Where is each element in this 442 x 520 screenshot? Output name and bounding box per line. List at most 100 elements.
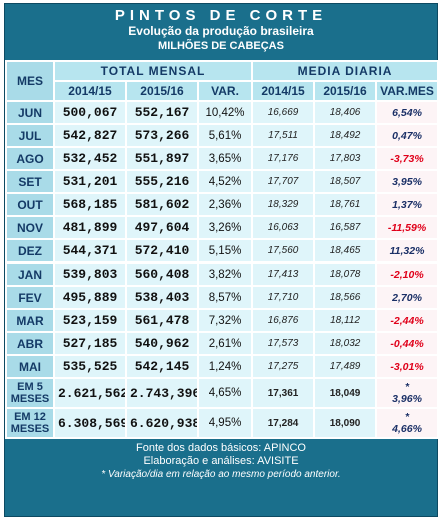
column-header: 2014/15	[251, 80, 316, 102]
daily-average: 18,566	[313, 285, 378, 310]
daily-variation-value: 3,96%	[392, 392, 422, 405]
summary-row: EM 12 MESES 6.308,569 6.620,938 4,95% 17,284…	[5, 407, 440, 439]
daily-variation: 6,54%	[375, 100, 440, 125]
total: 555,216	[125, 169, 199, 194]
month: JUN	[5, 100, 55, 125]
daily-variation: * 3,96%	[375, 377, 440, 409]
daily-variation: 3,95%	[375, 169, 440, 194]
variation: 3,26%	[196, 215, 254, 240]
table-row: SET 531,201 555,216 4,52% 17,707 18,507 3,95%	[5, 169, 440, 194]
total: 542,827	[53, 123, 127, 148]
month-header: MES	[5, 60, 55, 102]
summary-row: EM 5 MESES 2.621,562 2.743,396 4,65% 17,361 1…	[5, 377, 440, 409]
daily-average: 18,112	[313, 308, 378, 333]
daily-average: 17,176	[251, 146, 316, 171]
daily-variation: -0,44%	[375, 331, 440, 356]
daily-variation: 1,37%	[375, 192, 440, 217]
total: 561,478	[125, 308, 199, 333]
total: 572,410	[125, 238, 199, 264]
daily-average: 18,406	[313, 100, 378, 125]
daily-variation-value: 4,66%	[392, 422, 422, 435]
data-table: MES TOTAL MENSAL MEDIA DIARIA 2014/15 201…	[5, 60, 440, 439]
total: 581,602	[125, 192, 199, 217]
total: 531,201	[53, 169, 127, 194]
daily-variation: 2,70%	[375, 285, 440, 310]
header: PINTOS DE CORTE Evolução da produção bra…	[5, 4, 437, 60]
table-row: FEV 495,889 538,403 8,57% 17,710 18,566 2,70%	[5, 285, 440, 310]
variation: 1,24%	[196, 354, 254, 379]
column-header: 2014/15	[53, 80, 127, 102]
variation: 3,65%	[196, 146, 254, 171]
month: JAN	[5, 261, 55, 287]
note-marker: *	[404, 410, 410, 423]
daily-average: 16,876	[251, 308, 316, 333]
unit: MILHÕES DE CABEÇAS	[158, 40, 284, 52]
total: 495,889	[53, 285, 127, 310]
table-row: DEZ 544,371 572,410 5,15% 17,560 18,465 11,32%	[5, 238, 440, 264]
total: 500,067	[53, 100, 127, 125]
variation: 5,61%	[196, 123, 254, 148]
daily-average: 18,507	[313, 169, 378, 194]
variation: 4,65%	[196, 377, 254, 409]
variation: 8,57%	[196, 285, 254, 310]
daily-average: 17,573	[251, 331, 316, 356]
daily-average: 17,710	[251, 285, 316, 310]
variation: 2,36%	[196, 192, 254, 217]
note-marker: *	[404, 380, 410, 393]
table-row: OUT 568,185 581,602 2,36% 18,329 18,761 1,37%	[5, 192, 440, 217]
column-header: VAR.MES	[375, 80, 440, 102]
daily-average: 18,078	[313, 261, 378, 287]
daily-average: 17,560	[251, 238, 316, 264]
daily-average: 17,275	[251, 354, 316, 379]
month: NOV	[5, 215, 55, 240]
total: 542,145	[125, 354, 199, 379]
daily-variation: * 4,66%	[375, 407, 440, 439]
total: 568,185	[53, 192, 127, 217]
variation: 5,15%	[196, 238, 254, 264]
total: 6.620,938	[125, 407, 199, 439]
table-row: JAN 539,803 560,408 3,82% 17,413 18,078 -2,10%	[5, 261, 440, 287]
total: 573,266	[125, 123, 199, 148]
daily-average: 18,761	[313, 192, 378, 217]
daily-average: 17,284	[251, 407, 316, 439]
daily-average: 17,707	[251, 169, 316, 194]
variation: 3,82%	[196, 261, 254, 287]
daily-average: 16,063	[251, 215, 316, 240]
daily-average: 17,489	[313, 354, 378, 379]
group-header: MEDIA DIARIA	[251, 60, 440, 82]
daily-average: 17,361	[251, 377, 316, 409]
month: ABR	[5, 331, 55, 356]
total: 532,452	[53, 146, 127, 171]
daily-average: 18,329	[251, 192, 316, 217]
month: EM 12 MESES	[5, 407, 55, 439]
month: JUL	[5, 123, 55, 148]
daily-average: 16,587	[313, 215, 378, 240]
table-row: JUL 542,827 573,266 5,61% 17,511 18,492 0,47%	[5, 123, 440, 148]
daily-variation: 0,47%	[375, 123, 440, 148]
month: DEZ	[5, 238, 55, 264]
month: SET	[5, 169, 55, 194]
daily-average: 18,032	[313, 331, 378, 356]
panel: PINTOS DE CORTE Evolução da produção bra…	[4, 3, 440, 517]
subtitle: Evolução da produção brasileira	[128, 24, 314, 38]
total: 523,159	[53, 308, 127, 333]
daily-variation: -3,01%	[375, 354, 440, 379]
column-header: 2015/16	[313, 80, 378, 102]
total: 551,897	[125, 146, 199, 171]
daily-average: 16,669	[251, 100, 316, 125]
month: MAR	[5, 308, 55, 333]
month: EM 5 MESES	[5, 377, 55, 409]
column-header: 2015/16	[125, 80, 199, 102]
total: 552,167	[125, 100, 199, 125]
month: OUT	[5, 192, 55, 217]
column-header: VAR.	[196, 80, 254, 102]
daily-variation: -2,10%	[375, 261, 440, 287]
daily-average: 17,413	[251, 261, 316, 287]
table-row: AGO 532,452 551,897 3,65% 17,176 17,803 -3,73%	[5, 146, 440, 171]
title: PINTOS DE CORTE	[114, 7, 328, 24]
month: AGO	[5, 146, 55, 171]
group-header: TOTAL MENSAL	[52, 60, 254, 82]
total: 2.621,562	[53, 377, 127, 409]
variation: 4,95%	[196, 407, 254, 439]
note: * Variação/dia em relação ao mesmo perío…	[101, 469, 341, 480]
